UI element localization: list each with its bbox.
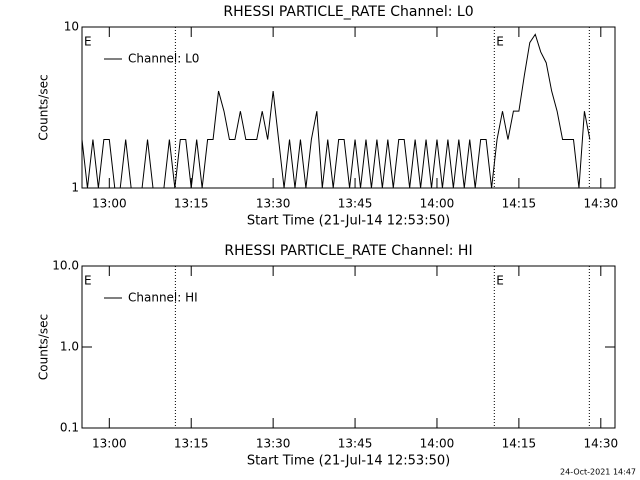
legend-label: Channel: L0 [128,52,199,66]
footer: 24-Oct-2021 14:47 [560,468,636,477]
y-tick-label: 0.1 [60,421,79,435]
annotation: E [496,274,504,288]
x-tick-label: 13:45 [338,437,373,451]
x-tick-label: 14:30 [584,197,619,211]
y-tick-label: 10 [64,20,79,34]
x-tick-label: 14:00 [420,437,455,451]
y-tick-label: 1.0 [60,340,79,354]
chart-title: RHESSI PARTICLE_RATE Channel: L0 [223,4,473,20]
chart-title: RHESSI PARTICLE_RATE Channel: HI [224,243,472,259]
y-tick-label: 1 [71,181,79,195]
x-axis-label: Start Time (21-Jul-14 12:53:50) [247,214,450,229]
x-tick-label: 13:45 [338,197,373,211]
x-tick-label: 13:15 [174,197,209,211]
data-line [81,33,591,189]
annotation: E [84,35,92,49]
y-axis-label: Counts/sec [37,314,51,380]
x-tick-label: 13:30 [256,437,291,451]
x-tick-label: 14:15 [502,197,537,211]
x-tick-label: 13:00 [92,197,127,211]
x-tick-label: 14:15 [502,437,537,451]
x-tick-label: 13:30 [256,197,291,211]
annotation: E [84,274,92,288]
legend-label: Channel: HI [128,291,198,305]
x-tick-label: 14:00 [420,197,455,211]
plot-frame [81,26,616,189]
x-tick-label: 13:00 [92,437,127,451]
x-tick-label: 14:30 [584,437,619,451]
x-axis-label: Start Time (21-Jul-14 12:53:50) [247,454,450,469]
x-tick-label: 13:15 [174,437,209,451]
y-tick-label: 10.0 [52,259,79,273]
annotation: E [496,35,504,49]
y-axis-label: Counts/sec [37,74,51,140]
